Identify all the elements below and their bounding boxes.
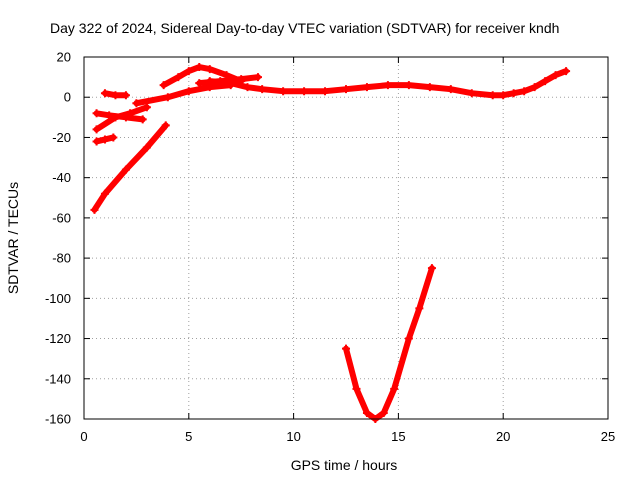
- data-point: [467, 89, 476, 98]
- data-point: [362, 83, 371, 92]
- y-axis-label: SDTVAR / TECUs: [5, 182, 21, 294]
- data-point: [92, 109, 101, 118]
- x-tick-label: 20: [496, 429, 510, 444]
- data-point: [488, 91, 497, 100]
- x-tick-label: 0: [80, 429, 87, 444]
- data-point: [121, 91, 130, 100]
- x-tick-labels: 0 5 10 15 20 25: [80, 429, 615, 444]
- data-point: [92, 137, 101, 146]
- y-tick-label: -120: [45, 331, 71, 346]
- x-tick-label: 15: [391, 429, 405, 444]
- data-point: [132, 99, 141, 108]
- axis-ticks: [83, 56, 609, 420]
- series-sat-9: [205, 67, 571, 100]
- y-tick-label: -80: [52, 251, 71, 266]
- series-sat-10: [342, 264, 436, 423]
- data-point: [100, 189, 109, 198]
- data-point: [404, 334, 413, 343]
- y-tick-label: -160: [45, 412, 71, 427]
- data-point: [383, 81, 392, 90]
- data-point: [205, 65, 214, 74]
- series-line: [93, 110, 146, 123]
- data-point: [427, 264, 436, 273]
- x-tick-label: 5: [185, 429, 192, 444]
- y-tick-label: 20: [57, 50, 71, 65]
- data-point: [551, 71, 560, 80]
- data-point: [92, 125, 101, 134]
- data-point: [499, 91, 508, 100]
- data-point: [415, 304, 424, 313]
- y-tick-label: 0: [64, 90, 71, 105]
- data-point: [279, 87, 288, 96]
- data-point: [342, 344, 350, 353]
- y-tick-labels: -160 -140 -120 -100 -80 -60 -40 -20 0 20: [45, 50, 71, 427]
- data-point: [90, 205, 99, 214]
- data-point: [109, 133, 118, 142]
- data-point: [105, 111, 114, 120]
- y-tick-label: -60: [52, 210, 71, 225]
- data-point: [379, 408, 388, 417]
- data-point: [174, 73, 183, 82]
- data-point: [121, 165, 130, 174]
- data-series: [90, 63, 571, 423]
- series-sat-4: [92, 109, 147, 124]
- data-point: [237, 75, 246, 84]
- data-point: [138, 115, 147, 124]
- data-point: [205, 77, 214, 86]
- series-sat-2: [92, 133, 118, 146]
- data-point: [184, 67, 193, 76]
- series-line: [206, 68, 570, 99]
- y-tick-label: -100: [45, 291, 71, 306]
- data-point: [300, 87, 309, 96]
- data-point: [404, 81, 413, 90]
- data-point: [243, 83, 252, 92]
- data-point: [530, 83, 539, 92]
- x-axis-label: GPS time / hours: [291, 457, 398, 473]
- data-point: [362, 408, 371, 417]
- plot-frame: [83, 56, 609, 420]
- data-point: [159, 81, 168, 90]
- y-tick-label: -140: [45, 371, 71, 386]
- data-point: [111, 91, 120, 100]
- data-point: [100, 89, 109, 98]
- chart-title: Day 322 of 2024, Sidereal Day-to-day VTE…: [50, 20, 559, 36]
- data-point: [425, 83, 434, 92]
- data-point: [161, 121, 170, 130]
- data-point: [258, 85, 267, 94]
- data-point: [562, 67, 571, 76]
- x-tick-label: 10: [286, 429, 300, 444]
- data-point: [352, 384, 361, 393]
- data-point: [541, 77, 550, 86]
- data-point: [390, 384, 399, 393]
- series-line: [133, 82, 234, 107]
- data-point: [520, 87, 529, 96]
- y-tick-label: -40: [52, 170, 71, 185]
- data-point: [142, 143, 151, 152]
- data-point: [446, 85, 455, 94]
- series-sat-1: [90, 121, 170, 214]
- grid-lines: [84, 57, 608, 419]
- data-point: [163, 93, 172, 102]
- data-point: [142, 103, 151, 112]
- data-point: [184, 87, 193, 96]
- series-sat-5: [100, 89, 130, 100]
- data-point: [195, 63, 204, 72]
- data-point: [100, 135, 109, 144]
- data-point: [195, 79, 204, 88]
- data-point: [342, 85, 350, 94]
- series-line: [343, 265, 435, 422]
- y-tick-label: -20: [52, 130, 71, 145]
- data-point: [121, 113, 130, 122]
- data-point: [253, 73, 262, 82]
- data-point: [226, 79, 235, 88]
- x-tick-label: 25: [601, 429, 615, 444]
- data-point: [321, 87, 330, 96]
- data-point: [509, 89, 518, 98]
